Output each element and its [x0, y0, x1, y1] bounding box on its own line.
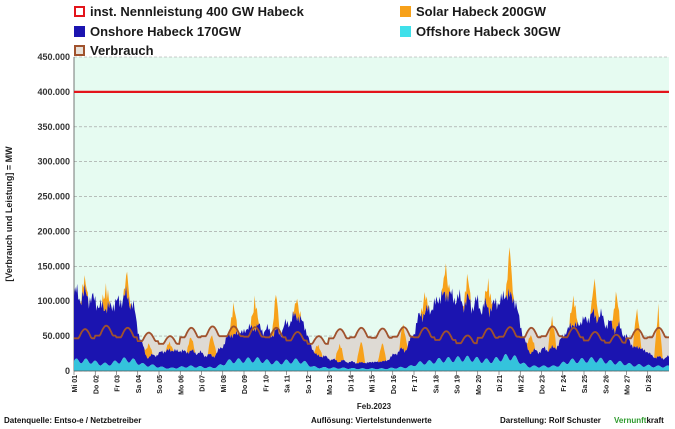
x-tick-label: Do 02 — [93, 375, 100, 394]
x-tick-label: Fr 17 — [412, 375, 419, 392]
y-tick-label: 100.000 — [37, 296, 70, 306]
x-axis-label: Feb.2023 — [357, 402, 392, 410]
onshore-area — [74, 283, 669, 370]
x-tick-label: Do 23 — [540, 375, 547, 394]
legend-item-offshore: Offshore Habeck 30GW — [400, 24, 561, 39]
y-tick-label: 450.000 — [37, 52, 70, 62]
x-tick-label: Mi 01 — [72, 375, 79, 393]
legend-label-onshore: Onshore Habeck 170GW — [90, 24, 241, 39]
footer-brand-a: Vernunft — [614, 416, 647, 425]
x-tick-label: Do 16 — [391, 375, 398, 394]
legend-item-verbrauch: Verbrauch — [74, 43, 154, 58]
legend-label-nennleistung: inst. Nennleistung 400 GW Habeck — [90, 4, 304, 19]
x-tick-label: Sa 11 — [285, 375, 292, 393]
series-lines — [74, 90, 669, 345]
y-tick-label: 250.000 — [37, 192, 70, 202]
x-tick-label: Fr 03 — [115, 375, 122, 392]
footer-author: Darstellung: Rolf Schuster — [500, 416, 601, 425]
legend-swatch-nennleistung — [74, 6, 85, 17]
y-axis-label: [Verbrauch und Leistung] = MW — [4, 146, 14, 282]
y-tick-label: 150.000 — [37, 261, 70, 271]
y-tick-label: 200.000 — [37, 226, 70, 236]
x-tick-label: Di 21 — [497, 375, 504, 392]
x-tick-label: Do 09 — [242, 375, 249, 394]
plot-background — [74, 57, 669, 371]
legend-label-verbrauch: Verbrauch — [90, 43, 154, 58]
x-tick-label: Mo 20 — [476, 375, 483, 395]
x-tick-label: Di 07 — [200, 375, 207, 392]
x-tick-label: Mo 06 — [178, 375, 185, 395]
x-tick-label: Sa 18 — [433, 375, 440, 393]
y-axis: 0 50.000 100.000 150.000 200.000 250.000 300.0… — [37, 52, 75, 376]
footer-source: Datenquelle: Entso-e / Netzbetreiber — [4, 416, 142, 425]
x-tick-label: So 19 — [455, 375, 462, 394]
verbrauch-line — [74, 324, 669, 345]
x-tick-label: Fr 24 — [561, 375, 568, 392]
x-tick-label: Mi 22 — [518, 375, 525, 393]
y-tick-label: 350.000 — [37, 122, 70, 132]
legend-swatch-onshore — [74, 26, 85, 37]
x-tick-label: Sa 25 — [582, 375, 589, 393]
x-tick-label: Mo 13 — [327, 375, 334, 395]
x-tick-label: Sa 04 — [136, 375, 143, 393]
legend-swatch-solar — [400, 6, 411, 17]
y-tick-label: 300.000 — [37, 157, 70, 167]
x-tick-label: So 05 — [157, 375, 164, 394]
chart: 0 50.000 100.000 150.000 200.000 250.000 300.0… — [4, 52, 669, 410]
footer-resolution: Auflösung: Viertelstundenwerte — [311, 416, 432, 425]
legend-item-onshore: Onshore Habeck 170GW — [74, 24, 241, 39]
y-tick-label: 0 — [65, 366, 70, 376]
legend-item-nennleistung: inst. Nennleistung 400 GW Habeck — [74, 4, 304, 19]
x-axis: Mi 01 Do 02 Fr 03 Sa 04 So 05 Mo 06 Di 07 Mi 08… — [72, 370, 669, 395]
legend: inst. Nennleistung 400 GW Habeck Solar H… — [0, 0, 675, 60]
legend-label-offshore: Offshore Habeck 30GW — [416, 24, 561, 39]
legend-label-solar: Solar Habeck 200GW — [416, 4, 547, 19]
footer-brand-b: kraft — [646, 416, 664, 425]
x-tick-label: So 12 — [306, 375, 313, 394]
y-tick-label: 400.000 — [37, 87, 70, 97]
x-tick-label: Fr 10 — [263, 375, 270, 392]
offshore-area — [74, 354, 669, 371]
footer-brand: Vernunftkraft — [614, 416, 664, 425]
x-tick-label: Mi 15 — [370, 375, 377, 393]
x-tick-label: Mo 27 — [625, 375, 632, 395]
y-tick-label: 50.000 — [42, 331, 70, 341]
x-tick-label: Mi 08 — [221, 375, 228, 393]
x-tick-label: Di 28 — [646, 375, 653, 392]
legend-swatch-verbrauch — [74, 45, 85, 56]
legend-item-solar: Solar Habeck 200GW — [400, 4, 546, 19]
x-tick-label: Di 14 — [348, 375, 355, 392]
x-tick-label: So 26 — [603, 375, 610, 394]
legend-swatch-offshore — [400, 26, 411, 37]
